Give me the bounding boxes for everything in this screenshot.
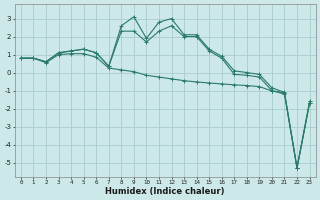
X-axis label: Humidex (Indice chaleur): Humidex (Indice chaleur): [106, 187, 225, 196]
